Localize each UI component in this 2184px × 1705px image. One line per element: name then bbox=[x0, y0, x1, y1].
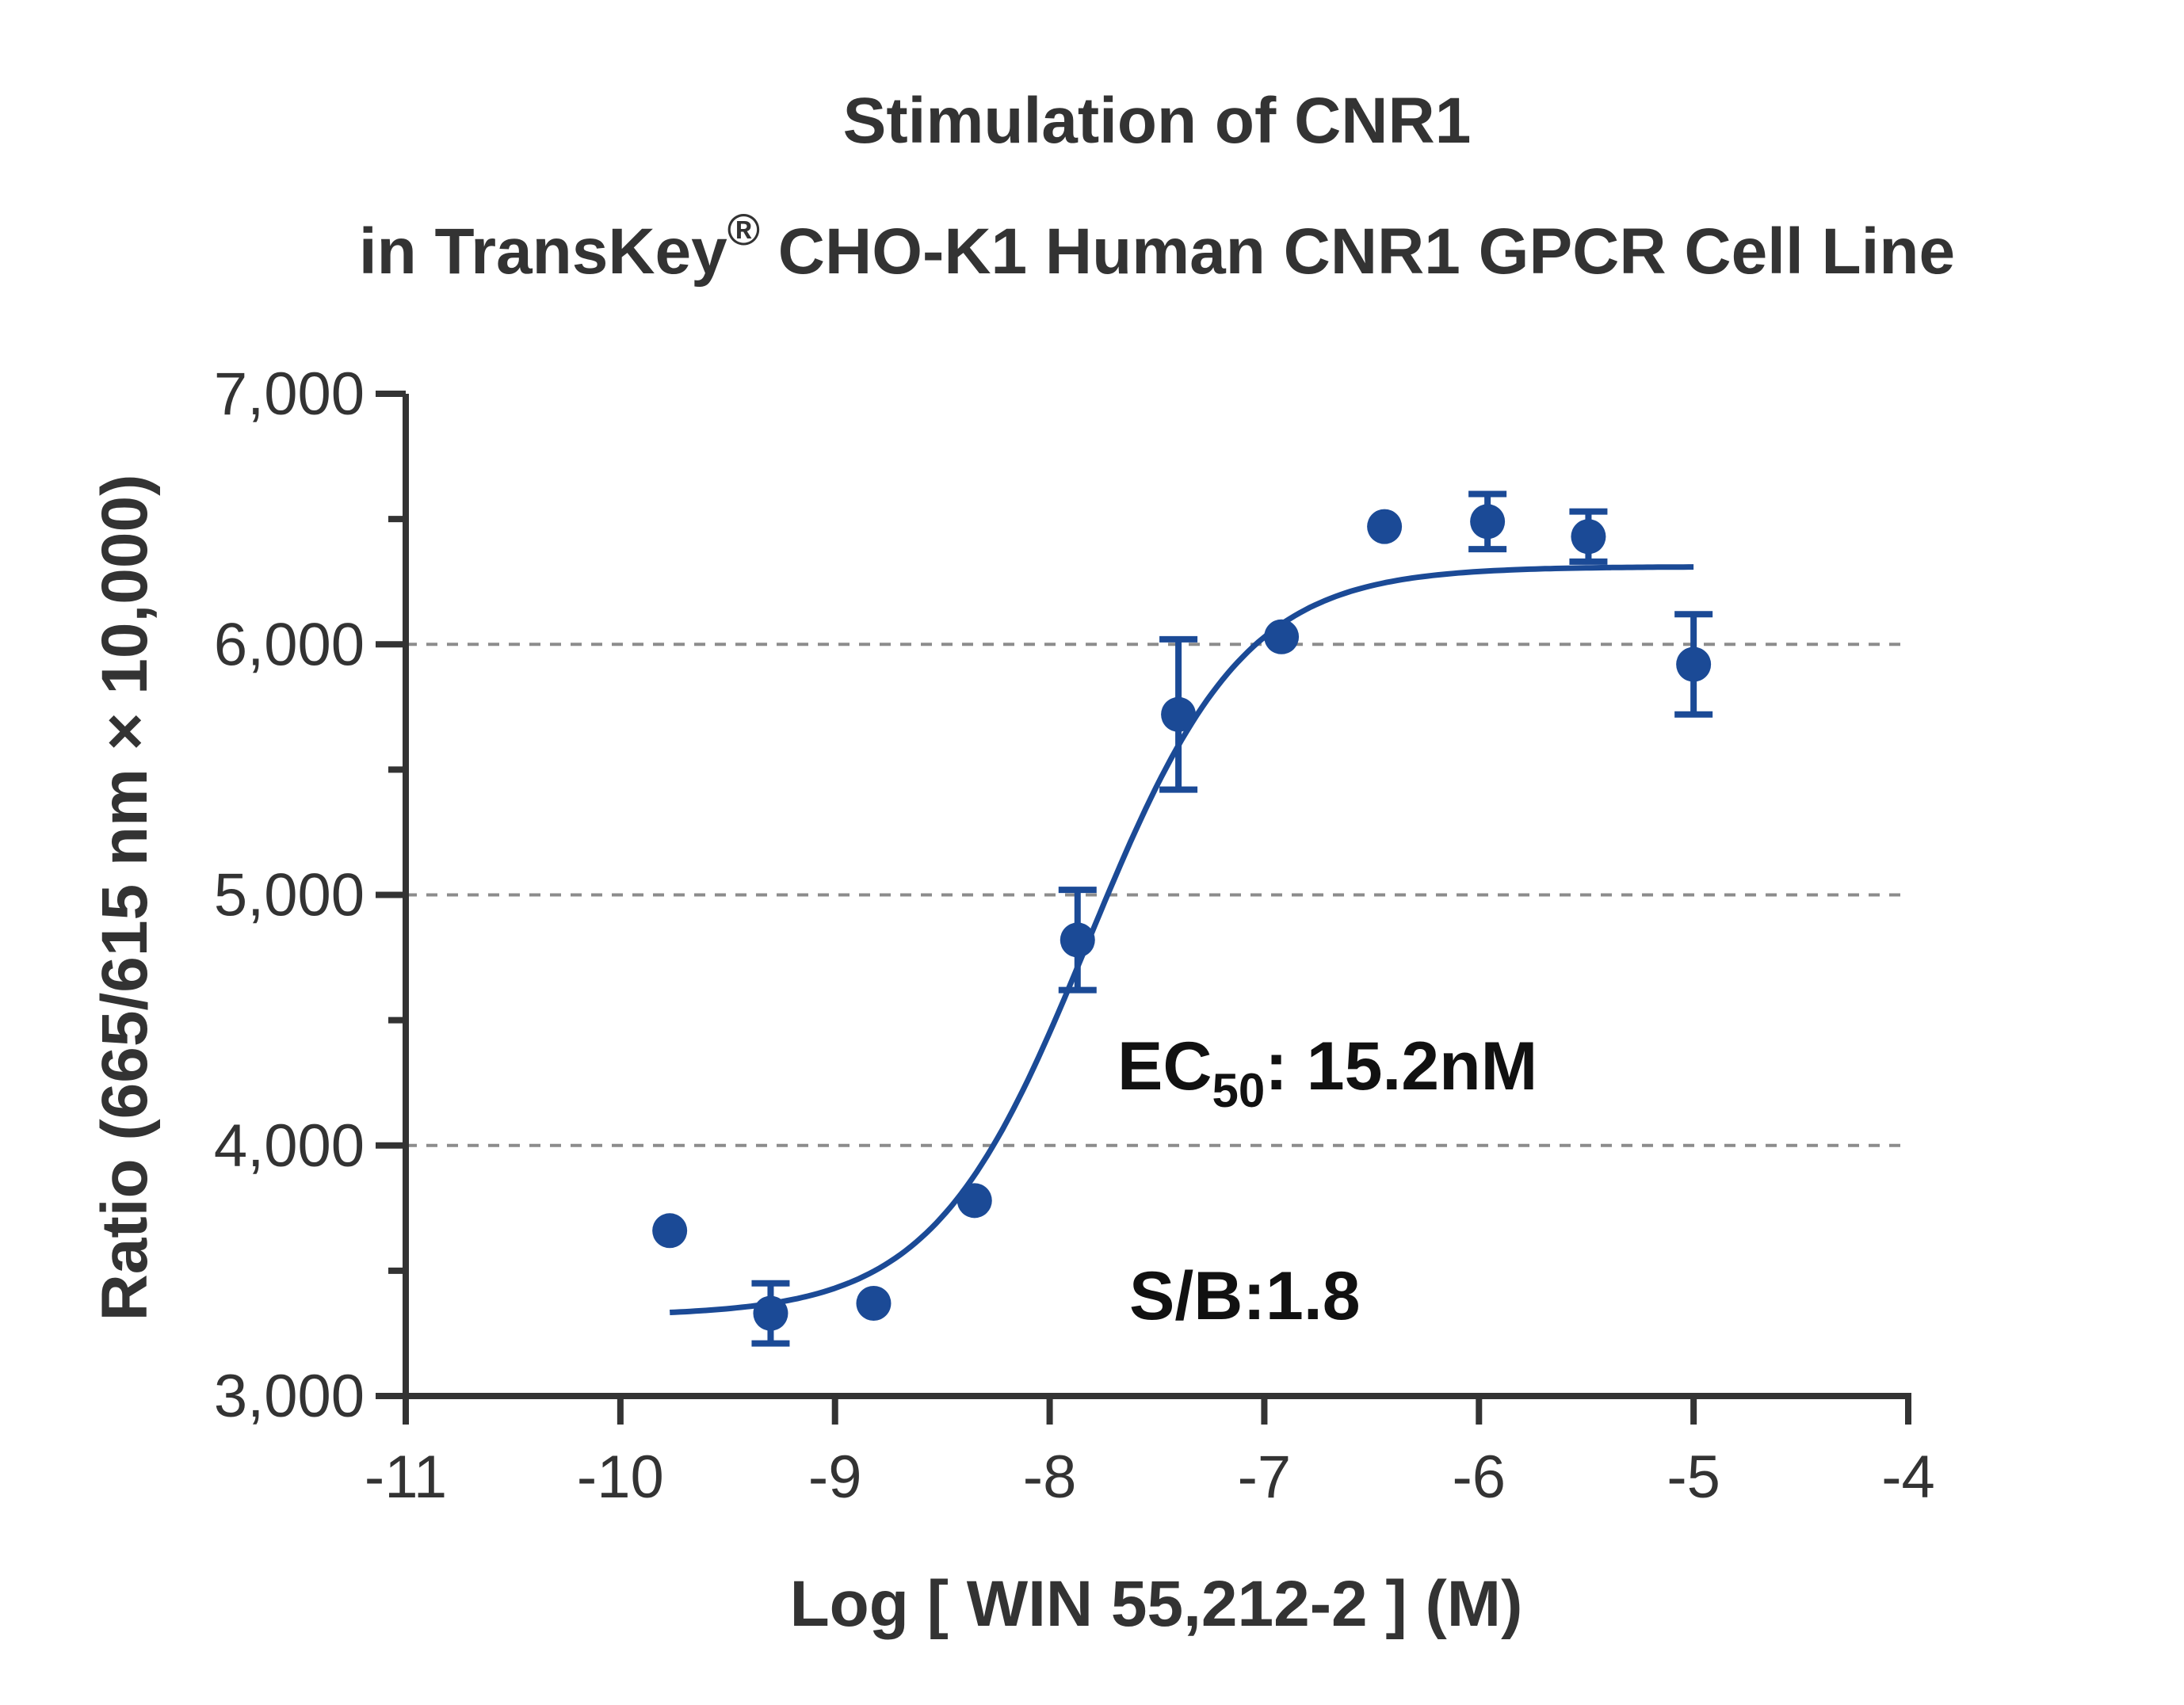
y-tick-label: 7,000 bbox=[214, 360, 365, 428]
sb-annotation: S/B:1.8 bbox=[1129, 1258, 1361, 1334]
data-point bbox=[753, 1295, 788, 1331]
data-point bbox=[1470, 504, 1506, 540]
y-tick-label: 6,000 bbox=[214, 611, 365, 678]
x-tick-label: -11 bbox=[365, 1444, 447, 1511]
data-point bbox=[1264, 619, 1300, 654]
data-point bbox=[1367, 509, 1403, 544]
ec50-annotation-suffix: : 15.2nM bbox=[1265, 1028, 1537, 1104]
data-point bbox=[1571, 519, 1606, 555]
ec50-annotation: EC50: 15.2nM bbox=[1117, 1028, 1537, 1117]
y-tick-label: 3,000 bbox=[214, 1363, 365, 1430]
points-layer bbox=[652, 490, 1713, 1347]
ec50-annotation-prefix: EC bbox=[1117, 1028, 1212, 1104]
fit-curve bbox=[670, 564, 1694, 1315]
data-point bbox=[956, 1183, 992, 1219]
x-tick-label: -4 bbox=[1881, 1444, 1935, 1511]
data-point bbox=[1676, 647, 1712, 682]
data-point bbox=[1060, 922, 1095, 958]
x-tick-label: -9 bbox=[808, 1444, 862, 1511]
chart-title-line2: in TransKey® CHO-K1 Human CNR1 GPCR Cell… bbox=[359, 204, 1955, 288]
data-point bbox=[856, 1285, 892, 1321]
data-point bbox=[1161, 696, 1197, 732]
chart-title-line2-prefix: in TransKey bbox=[359, 216, 727, 288]
grid-layer bbox=[406, 643, 1908, 1147]
y-tick-label: 5,000 bbox=[214, 862, 365, 929]
x-tick-label: -7 bbox=[1238, 1444, 1292, 1511]
axes-layer: 3,000 4,000 5,000 6,000 7,000 -11 -10 -9 -8 -7 -6 -… bbox=[214, 360, 1935, 1511]
x-tick-label: -5 bbox=[1667, 1444, 1720, 1511]
x-tick-label: -10 bbox=[577, 1444, 664, 1511]
fit-layer bbox=[670, 564, 1694, 1315]
y-axis-title: Ratio (665/615 nm × 10,000) bbox=[89, 475, 161, 1322]
chart-title-line2-suffix: CHO-K1 Human CNR1 GPCR Cell Line bbox=[760, 216, 1955, 288]
chart-title-line1: Stimulation of CNR1 bbox=[843, 85, 1472, 157]
y-tick-label: 4,000 bbox=[214, 1112, 365, 1180]
ec50-annotation-subscript: 50 bbox=[1212, 1064, 1265, 1117]
x-tick-label: -8 bbox=[1023, 1444, 1077, 1511]
x-axis-title: Log [ WIN 55,212-2 ] (M) bbox=[790, 1568, 1523, 1640]
data-point bbox=[652, 1213, 688, 1249]
x-tick-label: -6 bbox=[1452, 1444, 1506, 1511]
chart-title-registered-mark: ® bbox=[727, 204, 760, 254]
